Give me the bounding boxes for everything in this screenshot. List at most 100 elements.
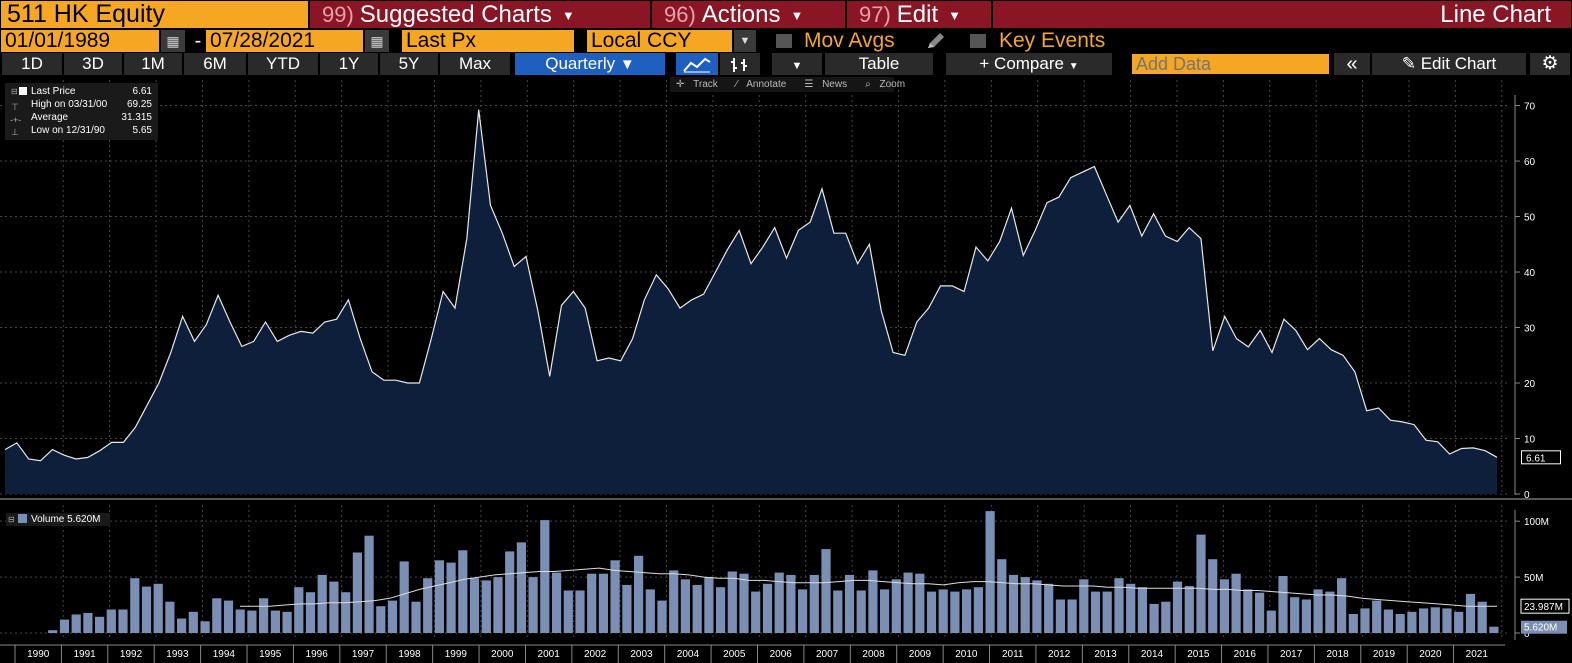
x-tick-label: 1995 [259, 649, 282, 660]
volume-bar [317, 574, 327, 633]
volume-bar [118, 609, 128, 633]
legend-label: Average [31, 112, 69, 123]
ohlc-bars-icon[interactable] [720, 53, 760, 75]
gear-icon[interactable]: ⚙ [1530, 53, 1570, 75]
line-chart-icon[interactable] [676, 53, 718, 75]
add-data-input[interactable] [1132, 54, 1329, 74]
volume-bar [352, 552, 362, 633]
ticker-field[interactable]: 511 HK Equity [1, 1, 308, 28]
mov-avgs-label[interactable]: Mov Avgs [804, 29, 895, 52]
volume-bar [446, 562, 456, 633]
triangle-down-icon: ▼ [791, 60, 803, 72]
calendar-icon[interactable]: ▦ [365, 30, 389, 52]
volume-bar [259, 598, 269, 633]
legend-value: 31.315 [121, 112, 152, 123]
x-tick-label: 2000 [491, 649, 514, 660]
volume-bar [1067, 599, 1077, 633]
x-tick-label: 1994 [213, 649, 236, 660]
chart-style-dropdown[interactable]: ▼ [772, 53, 822, 75]
edit-chart-label: Edit Chart [1420, 54, 1497, 73]
period-6m-button[interactable]: 6M [184, 53, 246, 75]
calendar-icon[interactable]: ▦ [161, 30, 185, 52]
y-tick-label: 10 [1524, 435, 1536, 446]
price-volume-chart[interactable]: 0 10 20 30 40 50 60 70 6.61 0 50M 100M 23.987M 5.620… [0, 76, 1572, 663]
volume-bar [997, 559, 1007, 633]
menu-number: 97) [859, 2, 891, 27]
actions-menu[interactable]: 96) Actions ▼ [652, 1, 845, 28]
volume-bar [962, 589, 972, 633]
volume-bar [1395, 614, 1405, 633]
edit-menu[interactable]: 97) Edit ▼ [847, 1, 991, 28]
period-1d-button[interactable]: 1D [2, 53, 62, 75]
volume-bar [774, 572, 784, 633]
annotate-tool[interactable]: ⁄ Annotate [735, 79, 787, 90]
x-tick-label: 2021 [1466, 649, 1489, 660]
pencil-icon[interactable] [925, 31, 947, 51]
x-tick-label: 2020 [1419, 649, 1442, 660]
volume-bar [692, 584, 702, 633]
volume-bar [387, 600, 398, 633]
volume-bar [1465, 593, 1476, 633]
currency-select[interactable]: Local CCY [587, 30, 732, 52]
volume-bar [1243, 589, 1253, 633]
volume-bar [950, 591, 960, 633]
x-axis-band [0, 645, 1572, 663]
chevron-down-icon: ▼ [948, 8, 962, 24]
volume-bar [235, 609, 245, 633]
last-price-label: 6.61 [1526, 453, 1546, 464]
x-tick-label: 1992 [120, 649, 143, 660]
period-1m-button[interactable]: 1M [124, 53, 182, 75]
period-max-button[interactable]: Max [440, 53, 510, 75]
volume-bar [411, 601, 421, 633]
volume-bar [1454, 611, 1464, 633]
x-tick-label: 2012 [1048, 649, 1071, 660]
volume-bar [891, 579, 901, 633]
y-tick-label: 100M [1524, 517, 1549, 528]
menu-label: Edit [896, 1, 939, 28]
volume-bar [434, 560, 444, 633]
table-button[interactable]: Table [825, 53, 933, 75]
volume-average-label: 23.987M [1524, 602, 1563, 613]
toolbar: 1D 3D 1M 6M YTD 1Y 5Y Max Quarterly ▼ ▼ … [0, 53, 1572, 75]
collapse-double-chevron-icon[interactable]: « [1334, 53, 1370, 75]
price-field-select[interactable]: Last Px [402, 30, 574, 52]
track-tool[interactable]: ✛ Track [676, 79, 718, 90]
key-events-checkbox[interactable] [970, 34, 986, 48]
period-5y-button[interactable]: 5Y [380, 53, 438, 75]
period-3d-button[interactable]: 3D [64, 53, 122, 75]
volume-bar [1290, 597, 1300, 633]
volume-bar [1477, 601, 1487, 633]
volume-bar [1102, 591, 1112, 633]
volume-bar [481, 580, 491, 633]
volume-bar [1419, 608, 1429, 633]
x-tick-label: 2011 [1002, 649, 1024, 660]
volume-bar [1266, 610, 1276, 633]
volume-bar [469, 578, 480, 633]
news-tool[interactable]: ☰ News [804, 79, 848, 90]
start-date-field[interactable]: 01/01/1989 [1, 30, 159, 52]
chevron-down-icon[interactable]: ▼ [734, 30, 756, 52]
end-date-field[interactable]: 07/28/2021 [206, 30, 363, 52]
volume-bar [680, 579, 690, 633]
y-tick-label: 50 [1524, 213, 1536, 224]
period-1y-button[interactable]: 1Y [320, 53, 378, 75]
key-events-label[interactable]: Key Events [999, 29, 1106, 52]
volume-last-label: 5.620M [1524, 623, 1557, 634]
collapse-icon[interactable]: ⊟ [8, 515, 15, 524]
volume-bar [938, 589, 948, 633]
collapse-icon[interactable]: ⊟ [11, 87, 18, 96]
frequency-select[interactable]: Quarterly ▼ [515, 53, 665, 75]
triangle-down-icon: ▼ [1068, 61, 1079, 72]
volume-bar [915, 573, 925, 633]
zoom-tool[interactable]: ⌕ Zoom [865, 79, 906, 90]
volume-bar [1208, 559, 1218, 633]
legend-value: 6.61 [132, 86, 152, 97]
period-ytd-button[interactable]: YTD [248, 53, 318, 75]
mov-avgs-checkbox[interactable] [776, 34, 792, 48]
volume-bar [1348, 614, 1358, 633]
volume-bar [1008, 574, 1019, 633]
suggested-charts-menu[interactable]: 99) Suggested Charts ▼ [310, 1, 650, 28]
volume-bar [1325, 591, 1335, 633]
compare-button[interactable]: + Compare ▼ [946, 53, 1112, 75]
edit-chart-button[interactable]: ✎ Edit Chart [1372, 53, 1526, 75]
